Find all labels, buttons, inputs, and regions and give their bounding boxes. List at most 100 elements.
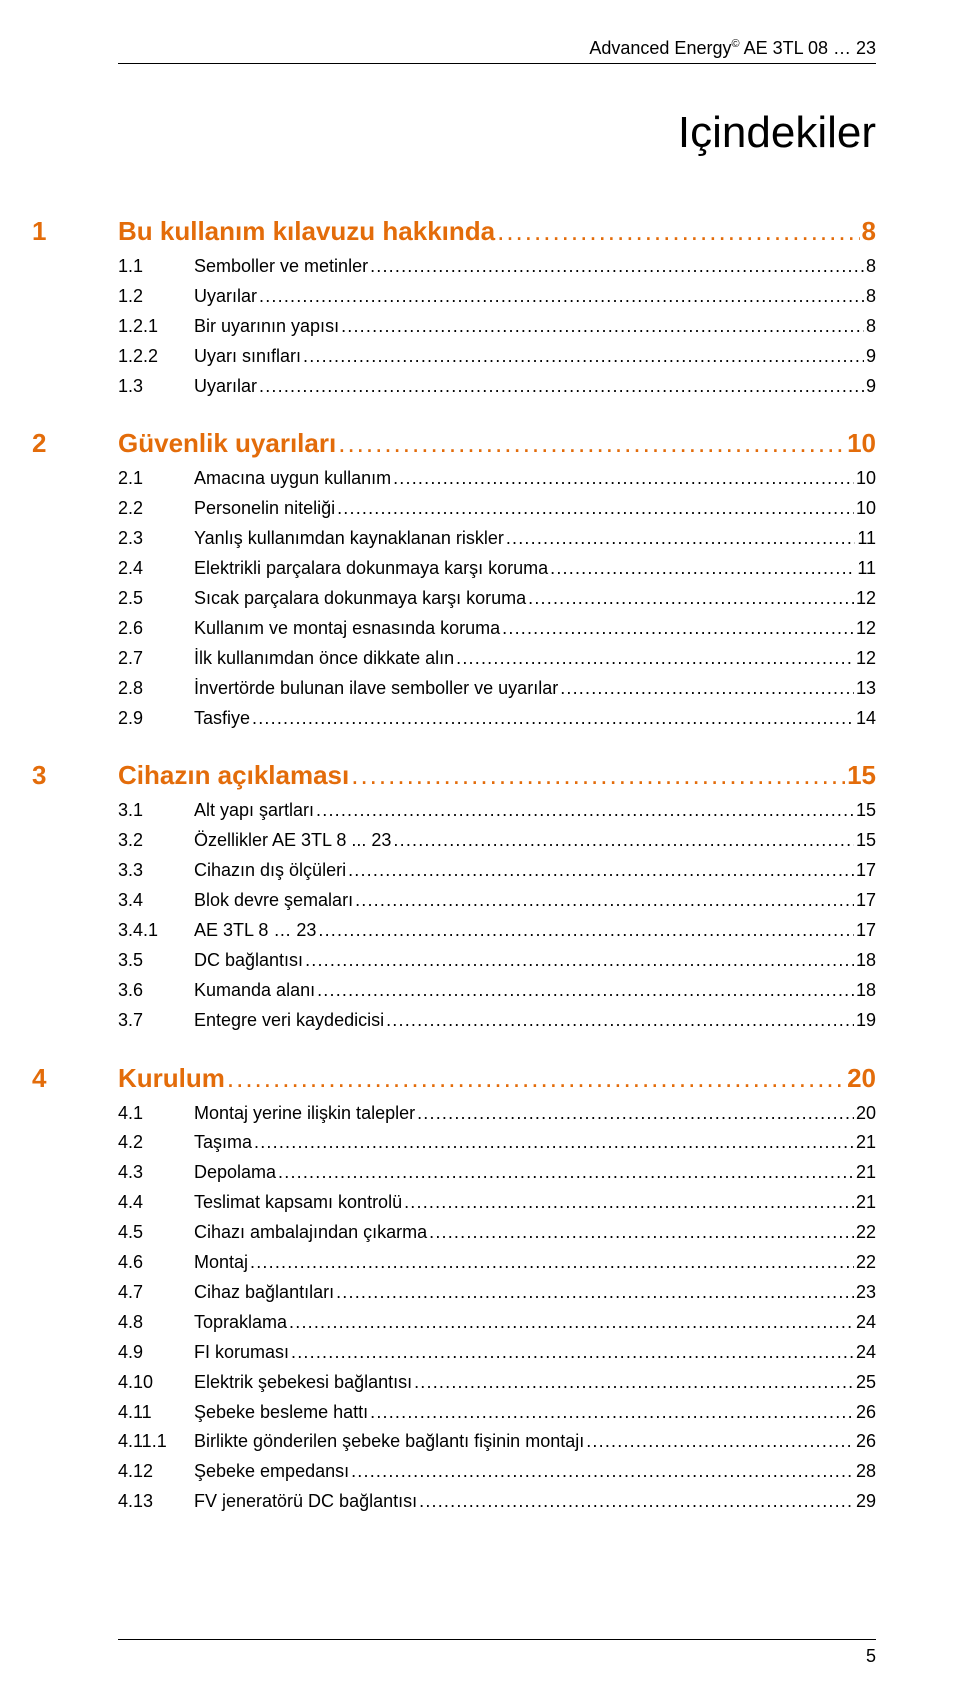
toc-entry-title: Montaj <box>194 1249 248 1277</box>
toc-entry-title: Şebeke empedansı <box>194 1458 349 1486</box>
toc-entry-page: 21 <box>856 1159 876 1187</box>
toc-entry-title: Cihaz bağlantıları <box>194 1279 334 1307</box>
toc-entry-page: 21 <box>856 1129 876 1157</box>
toc-entry[interactable]: 4.11.1Birlikte gönderilen şebeke bağlant… <box>118 1428 876 1456</box>
toc-entry-title: Kumanda alanı <box>194 977 315 1005</box>
toc-entry[interactable]: 4.9FI koruması..........................… <box>118 1339 876 1367</box>
toc-section: 3Cihazın açıklaması.....................… <box>118 760 876 1034</box>
toc-entry[interactable]: 4.10Elektrik şebekesi bağlantısı........… <box>118 1369 876 1397</box>
toc-leader-dots: ........................................… <box>316 797 854 825</box>
toc-entry[interactable]: 2.3Yanlış kullanımdan kaynaklanan riskle… <box>118 525 876 553</box>
toc-entry[interactable]: 3.1Alt yapı şartları....................… <box>118 797 876 825</box>
toc-leader-dots: ........................................… <box>560 675 854 703</box>
toc-section-title: Kurulum <box>118 1063 225 1094</box>
toc-leader-dots: ........................................… <box>404 1189 854 1217</box>
toc-entry[interactable]: 4.1Montaj yerine ilişkin talepler.......… <box>118 1100 876 1128</box>
toc-entry-title: Blok devre şemaları <box>194 887 353 915</box>
toc-entry[interactable]: 1.1Semboller ve metinler................… <box>118 253 876 281</box>
toc-entry[interactable]: 4.4Teslimat kapsamı kontrolü............… <box>118 1189 876 1217</box>
toc-entry-title: Semboller ve metinler <box>194 253 368 281</box>
toc-entry-number: 3.7 <box>118 1007 194 1035</box>
toc-entry-title: Birlikte gönderilen şebeke bağlantı fişi… <box>194 1428 584 1456</box>
toc-leader-dots: ........................................… <box>502 615 854 643</box>
toc-entry[interactable]: 3.6Kumanda alanı........................… <box>118 977 876 1005</box>
toc-entry-number: 1.2 <box>118 283 194 311</box>
toc-entry-number: 4.5 <box>118 1219 194 1247</box>
toc-entry[interactable]: 2.7İlk kullanımdan önce dikkate alın....… <box>118 645 876 673</box>
toc-entry[interactable]: 3.5DC bağlantısı........................… <box>118 947 876 975</box>
toc-entry[interactable]: 3.4Blok devre şemaları..................… <box>118 887 876 915</box>
toc-entry-page: 26 <box>856 1399 876 1427</box>
toc-entry-page: 12 <box>856 585 876 613</box>
toc-entry-title: İlk kullanımdan önce dikkate alın <box>194 645 454 673</box>
toc-entry-page: 19 <box>856 1007 876 1035</box>
toc-entry-title: Montaj yerine ilişkin talepler <box>194 1100 415 1128</box>
toc-entry-page: 17 <box>856 917 876 945</box>
toc-leader-dots: ........................................… <box>252 705 854 733</box>
toc-entry-page: 22 <box>856 1249 876 1277</box>
toc-entry[interactable]: 4.6Montaj...............................… <box>118 1249 876 1277</box>
toc-entry[interactable]: 1.2Uyarılar.............................… <box>118 283 876 311</box>
toc-leader-dots: ........................................… <box>250 1249 854 1277</box>
toc-leader-dots: ........................................… <box>506 525 855 553</box>
toc-entry[interactable]: 4.3Depolama.............................… <box>118 1159 876 1187</box>
toc-entry[interactable]: 2.9Tasfiye..............................… <box>118 705 876 733</box>
toc-entry[interactable]: 4.12Şebeke empedansı....................… <box>118 1458 876 1486</box>
toc-entry-page: 8 <box>866 283 876 311</box>
toc-entry-title: DC bağlantısı <box>194 947 303 975</box>
toc-entry-number: 2.8 <box>118 675 194 703</box>
toc-entry[interactable]: 1.2.2Uyarı sınıfları....................… <box>118 343 876 371</box>
toc-entry-page: 24 <box>856 1309 876 1337</box>
toc-entry[interactable]: 1.2.1Bir uyarının yapısı................… <box>118 313 876 341</box>
toc-entry-page: 9 <box>866 343 876 371</box>
toc-entry[interactable]: 4.11Şebeke besleme hattı................… <box>118 1399 876 1427</box>
toc-entry-page: 10 <box>856 495 876 523</box>
toc-entry-title: Özellikler AE 3TL 8 ... 23 <box>194 827 391 855</box>
toc-leader-dots: ........................................… <box>351 1458 854 1486</box>
toc-section-heading[interactable]: 3Cihazın açıklaması.....................… <box>118 760 876 791</box>
toc-entry[interactable]: 2.5Sıcak parçalara dokunmaya karşı korum… <box>118 585 876 613</box>
toc-leader-dots: ........................................… <box>417 1100 854 1128</box>
toc-section-heading[interactable]: 4Kurulum................................… <box>118 1063 876 1094</box>
toc-section-heading[interactable]: 2Güvenlik uyarıları.....................… <box>118 428 876 459</box>
page-footer: 5 <box>118 1639 876 1667</box>
page: Advanced Energy© AE 3TL 08 … 23 Içindeki… <box>0 0 960 1701</box>
toc-entry-page: 17 <box>856 887 876 915</box>
toc-section-heading[interactable]: 1Bu kullanım kılavuzu hakkında..........… <box>118 216 876 247</box>
toc-entry[interactable]: 3.7Entegre veri kaydedicisi.............… <box>118 1007 876 1035</box>
toc-entry[interactable]: 3.2Özellikler AE 3TL 8 ... 23...........… <box>118 827 876 855</box>
toc-section-page: 10 <box>847 428 876 459</box>
toc-entry-page: 10 <box>856 465 876 493</box>
toc-entry[interactable]: 4.8Topraklama...........................… <box>118 1309 876 1337</box>
toc-entry[interactable]: 4.7Cihaz bağlantıları...................… <box>118 1279 876 1307</box>
toc-entry[interactable]: 2.6Kullanım ve montaj esnasında koruma..… <box>118 615 876 643</box>
toc-entry-number: 1.2.2 <box>118 343 194 371</box>
toc-entry-number: 4.10 <box>118 1369 194 1397</box>
toc-entry-title: Yanlış kullanımdan kaynaklanan riskler <box>194 525 504 553</box>
toc-section-number: 2 <box>32 428 118 459</box>
toc-leader-dots: ........................................… <box>303 343 864 371</box>
toc-entry[interactable]: 4.5Cihazı ambalajından çıkarma..........… <box>118 1219 876 1247</box>
toc-entry[interactable]: 2.1Amacına uygun kullanım...............… <box>118 465 876 493</box>
toc-leader-dots: ........................................… <box>429 1219 854 1247</box>
toc-entry[interactable]: 2.4Elektrikli parçalara dokunmaya karşı … <box>118 555 876 583</box>
toc-entry[interactable]: 3.4.1AE 3TL 8 … 23......................… <box>118 917 876 945</box>
toc-entry-number: 2.1 <box>118 465 194 493</box>
toc-section-title: Bu kullanım kılavuzu hakkında <box>118 216 495 247</box>
toc-entry-title: Elektrik şebekesi bağlantısı <box>194 1369 412 1397</box>
toc-entry-page: 14 <box>856 705 876 733</box>
toc-entry[interactable]: 1.3Uyarılar.............................… <box>118 373 876 401</box>
toc-entry[interactable]: 2.8İnvertörde bulunan ilave semboller ve… <box>118 675 876 703</box>
toc-entry[interactable]: 4.13FV jeneratörü DC bağlantısı.........… <box>118 1488 876 1516</box>
toc-section-title: Cihazın açıklaması <box>118 760 349 791</box>
toc-entry[interactable]: 4.2Taşıma...............................… <box>118 1129 876 1157</box>
toc-section-number: 4 <box>32 1063 118 1094</box>
toc-entry-number: 2.2 <box>118 495 194 523</box>
toc-entry[interactable]: 2.2Personelin niteliği..................… <box>118 495 876 523</box>
toc-entry-title: AE 3TL 8 … 23 <box>194 917 316 945</box>
header-brand: Advanced Energy <box>589 38 731 58</box>
toc-section-line: Bu kullanım kılavuzu hakkında...........… <box>118 216 876 247</box>
toc-entry-number: 4.7 <box>118 1279 194 1307</box>
toc-leader-dots: ........................................… <box>337 495 854 523</box>
toc-entry[interactable]: 3.3Cihazın dış ölçüleri.................… <box>118 857 876 885</box>
